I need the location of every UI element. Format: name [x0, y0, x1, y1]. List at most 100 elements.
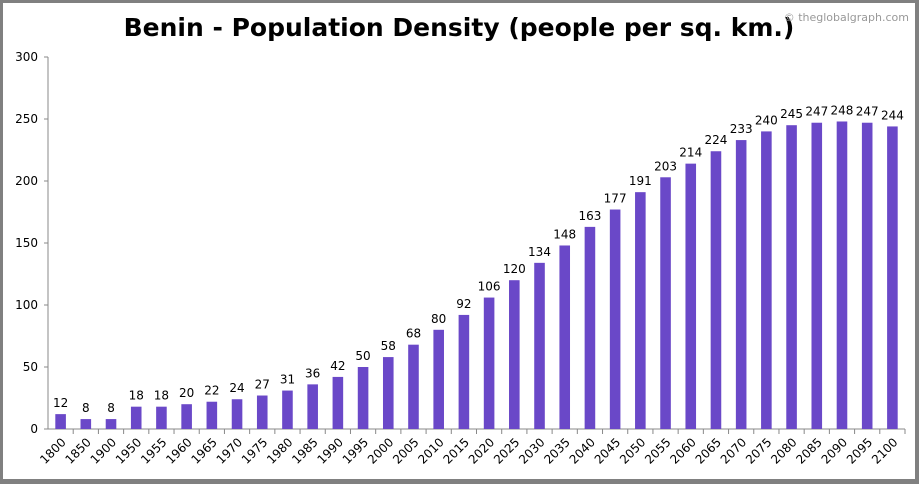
bar — [534, 262, 545, 429]
data-label: 148 — [553, 227, 576, 241]
x-tick-label: 2055 — [642, 435, 673, 466]
data-label: 134 — [528, 245, 551, 259]
bar — [55, 414, 66, 429]
x-tick-label: 2000 — [365, 435, 396, 466]
data-label: 8 — [107, 401, 115, 415]
bar-chart: 0501001502002503001218008185081900181950… — [15, 50, 906, 467]
data-label: 18 — [129, 389, 144, 403]
bar — [181, 404, 192, 429]
y-tick-label: 50 — [23, 360, 38, 374]
bar — [811, 122, 823, 429]
y-tick-label: 300 — [15, 50, 38, 64]
data-label: 27 — [255, 378, 270, 392]
data-label: 214 — [679, 146, 702, 160]
x-tick-label: 1960 — [163, 435, 194, 466]
data-label: 8 — [82, 401, 90, 415]
data-label: 177 — [604, 192, 627, 206]
data-label: 247 — [805, 105, 828, 119]
data-label: 36 — [305, 366, 320, 380]
bar — [786, 125, 797, 429]
bar — [256, 395, 268, 429]
data-label: 245 — [780, 107, 803, 121]
bar — [887, 126, 898, 429]
x-tick-label: 2020 — [466, 435, 497, 466]
bar — [382, 357, 394, 429]
bar — [735, 140, 747, 429]
data-label: 58 — [381, 339, 396, 353]
bar — [660, 177, 671, 429]
bar — [408, 344, 419, 429]
x-tick-label: 2100 — [869, 435, 900, 466]
data-label: 12 — [53, 396, 68, 410]
bar — [685, 163, 697, 429]
data-label: 233 — [730, 122, 753, 136]
data-label: 42 — [330, 359, 345, 373]
x-tick-label: 2095 — [844, 435, 875, 466]
x-tick-label: 1995 — [340, 435, 371, 466]
watermark: © theglobalgraph.com — [783, 11, 909, 24]
x-tick-label: 2015 — [441, 435, 472, 466]
data-label: 203 — [654, 159, 677, 173]
data-label: 163 — [578, 209, 601, 223]
x-tick-label: 1900 — [88, 435, 119, 466]
x-tick-label: 2070 — [718, 435, 749, 466]
data-label: 120 — [503, 262, 526, 276]
data-label: 248 — [831, 103, 854, 117]
bar — [559, 245, 571, 429]
bar — [156, 406, 167, 429]
bar — [609, 209, 621, 429]
bar — [307, 384, 318, 429]
x-tick-label: 2065 — [693, 435, 724, 466]
x-tick-label: 1950 — [113, 435, 144, 466]
y-tick-label: 100 — [15, 298, 38, 312]
x-tick-label: 1970 — [214, 435, 245, 466]
bar — [483, 297, 495, 429]
x-tick-label: 1800 — [37, 435, 68, 466]
bar — [635, 192, 646, 429]
x-tick-label: 1975 — [239, 435, 270, 466]
bar — [231, 399, 243, 429]
x-tick-label: 2075 — [743, 435, 774, 466]
data-label: 191 — [629, 174, 652, 188]
data-label: 18 — [154, 389, 169, 403]
x-tick-label: 1990 — [314, 435, 345, 466]
x-tick-label: 2050 — [617, 435, 648, 466]
x-tick-label: 1965 — [188, 435, 219, 466]
x-tick-label: 2040 — [567, 435, 598, 466]
x-tick-label: 1985 — [289, 435, 320, 466]
data-label: 80 — [431, 312, 446, 326]
data-label: 106 — [478, 280, 501, 294]
bar — [282, 390, 293, 429]
bar — [761, 131, 772, 429]
x-tick-label: 1980 — [264, 435, 295, 466]
x-tick-label: 2010 — [415, 435, 446, 466]
bar — [458, 314, 470, 429]
data-label: 224 — [705, 133, 728, 147]
data-label: 247 — [856, 105, 879, 119]
bar — [710, 151, 722, 430]
x-tick-label: 1850 — [62, 435, 93, 466]
data-label: 50 — [355, 349, 370, 363]
bar — [105, 419, 117, 429]
x-tick-label: 2030 — [516, 435, 547, 466]
bar — [584, 226, 596, 429]
data-label: 68 — [406, 327, 421, 341]
chart-title: Benin - Population Density (people per s… — [123, 13, 795, 42]
bar — [357, 367, 369, 429]
y-tick-label: 150 — [15, 236, 38, 250]
x-tick-label: 2060 — [667, 435, 698, 466]
data-label: 31 — [280, 373, 295, 387]
x-tick-label: 2080 — [768, 435, 799, 466]
bar — [433, 329, 444, 429]
data-label: 240 — [755, 113, 778, 127]
x-tick-label: 2035 — [541, 435, 572, 466]
data-label: 244 — [881, 108, 904, 122]
y-tick-label: 250 — [15, 112, 38, 126]
bar — [80, 419, 92, 429]
bar — [861, 122, 873, 429]
data-label: 22 — [204, 384, 219, 398]
bar — [332, 376, 344, 429]
x-tick-label: 2045 — [592, 435, 623, 466]
y-tick-label: 0 — [30, 422, 38, 436]
